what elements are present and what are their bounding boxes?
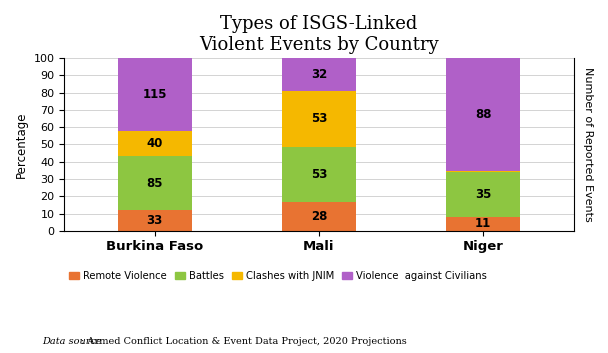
Y-axis label: Percentage: Percentage [15,111,28,178]
Bar [118,58,192,131]
Text: 11: 11 [475,217,491,230]
Bar [118,210,192,231]
Bar [446,58,520,170]
Text: : Armed Conflict Location & Event Data Project, 2020 Projections: : Armed Conflict Location & Event Data P… [81,337,407,346]
Bar [282,202,356,231]
Text: 28: 28 [311,210,327,223]
Bar [282,146,356,202]
Bar [118,156,192,210]
Bar [118,131,192,156]
Text: 85: 85 [147,176,163,190]
Bar [282,91,356,146]
Text: 115: 115 [142,88,167,101]
Text: 53: 53 [311,113,327,125]
Text: Data source: Data source [43,337,102,346]
Text: 32: 32 [311,68,327,81]
Y-axis label: Number of Reported Events: Number of Reported Events [583,67,593,222]
Bar [446,172,520,217]
Text: 53: 53 [311,168,327,181]
Text: 88: 88 [475,108,491,121]
Bar [446,217,520,231]
Text: 35: 35 [475,188,491,201]
Bar [446,170,520,172]
Legend: Remote Violence, Battles, Clashes with JNIM, Violence  against Civilians: Remote Violence, Battles, Clashes with J… [65,267,491,285]
Text: 33: 33 [147,214,163,227]
Title: Types of ISGS-Linked
Violent Events by Country: Types of ISGS-Linked Violent Events by C… [199,15,439,54]
Bar [282,58,356,91]
Text: 40: 40 [147,137,163,150]
